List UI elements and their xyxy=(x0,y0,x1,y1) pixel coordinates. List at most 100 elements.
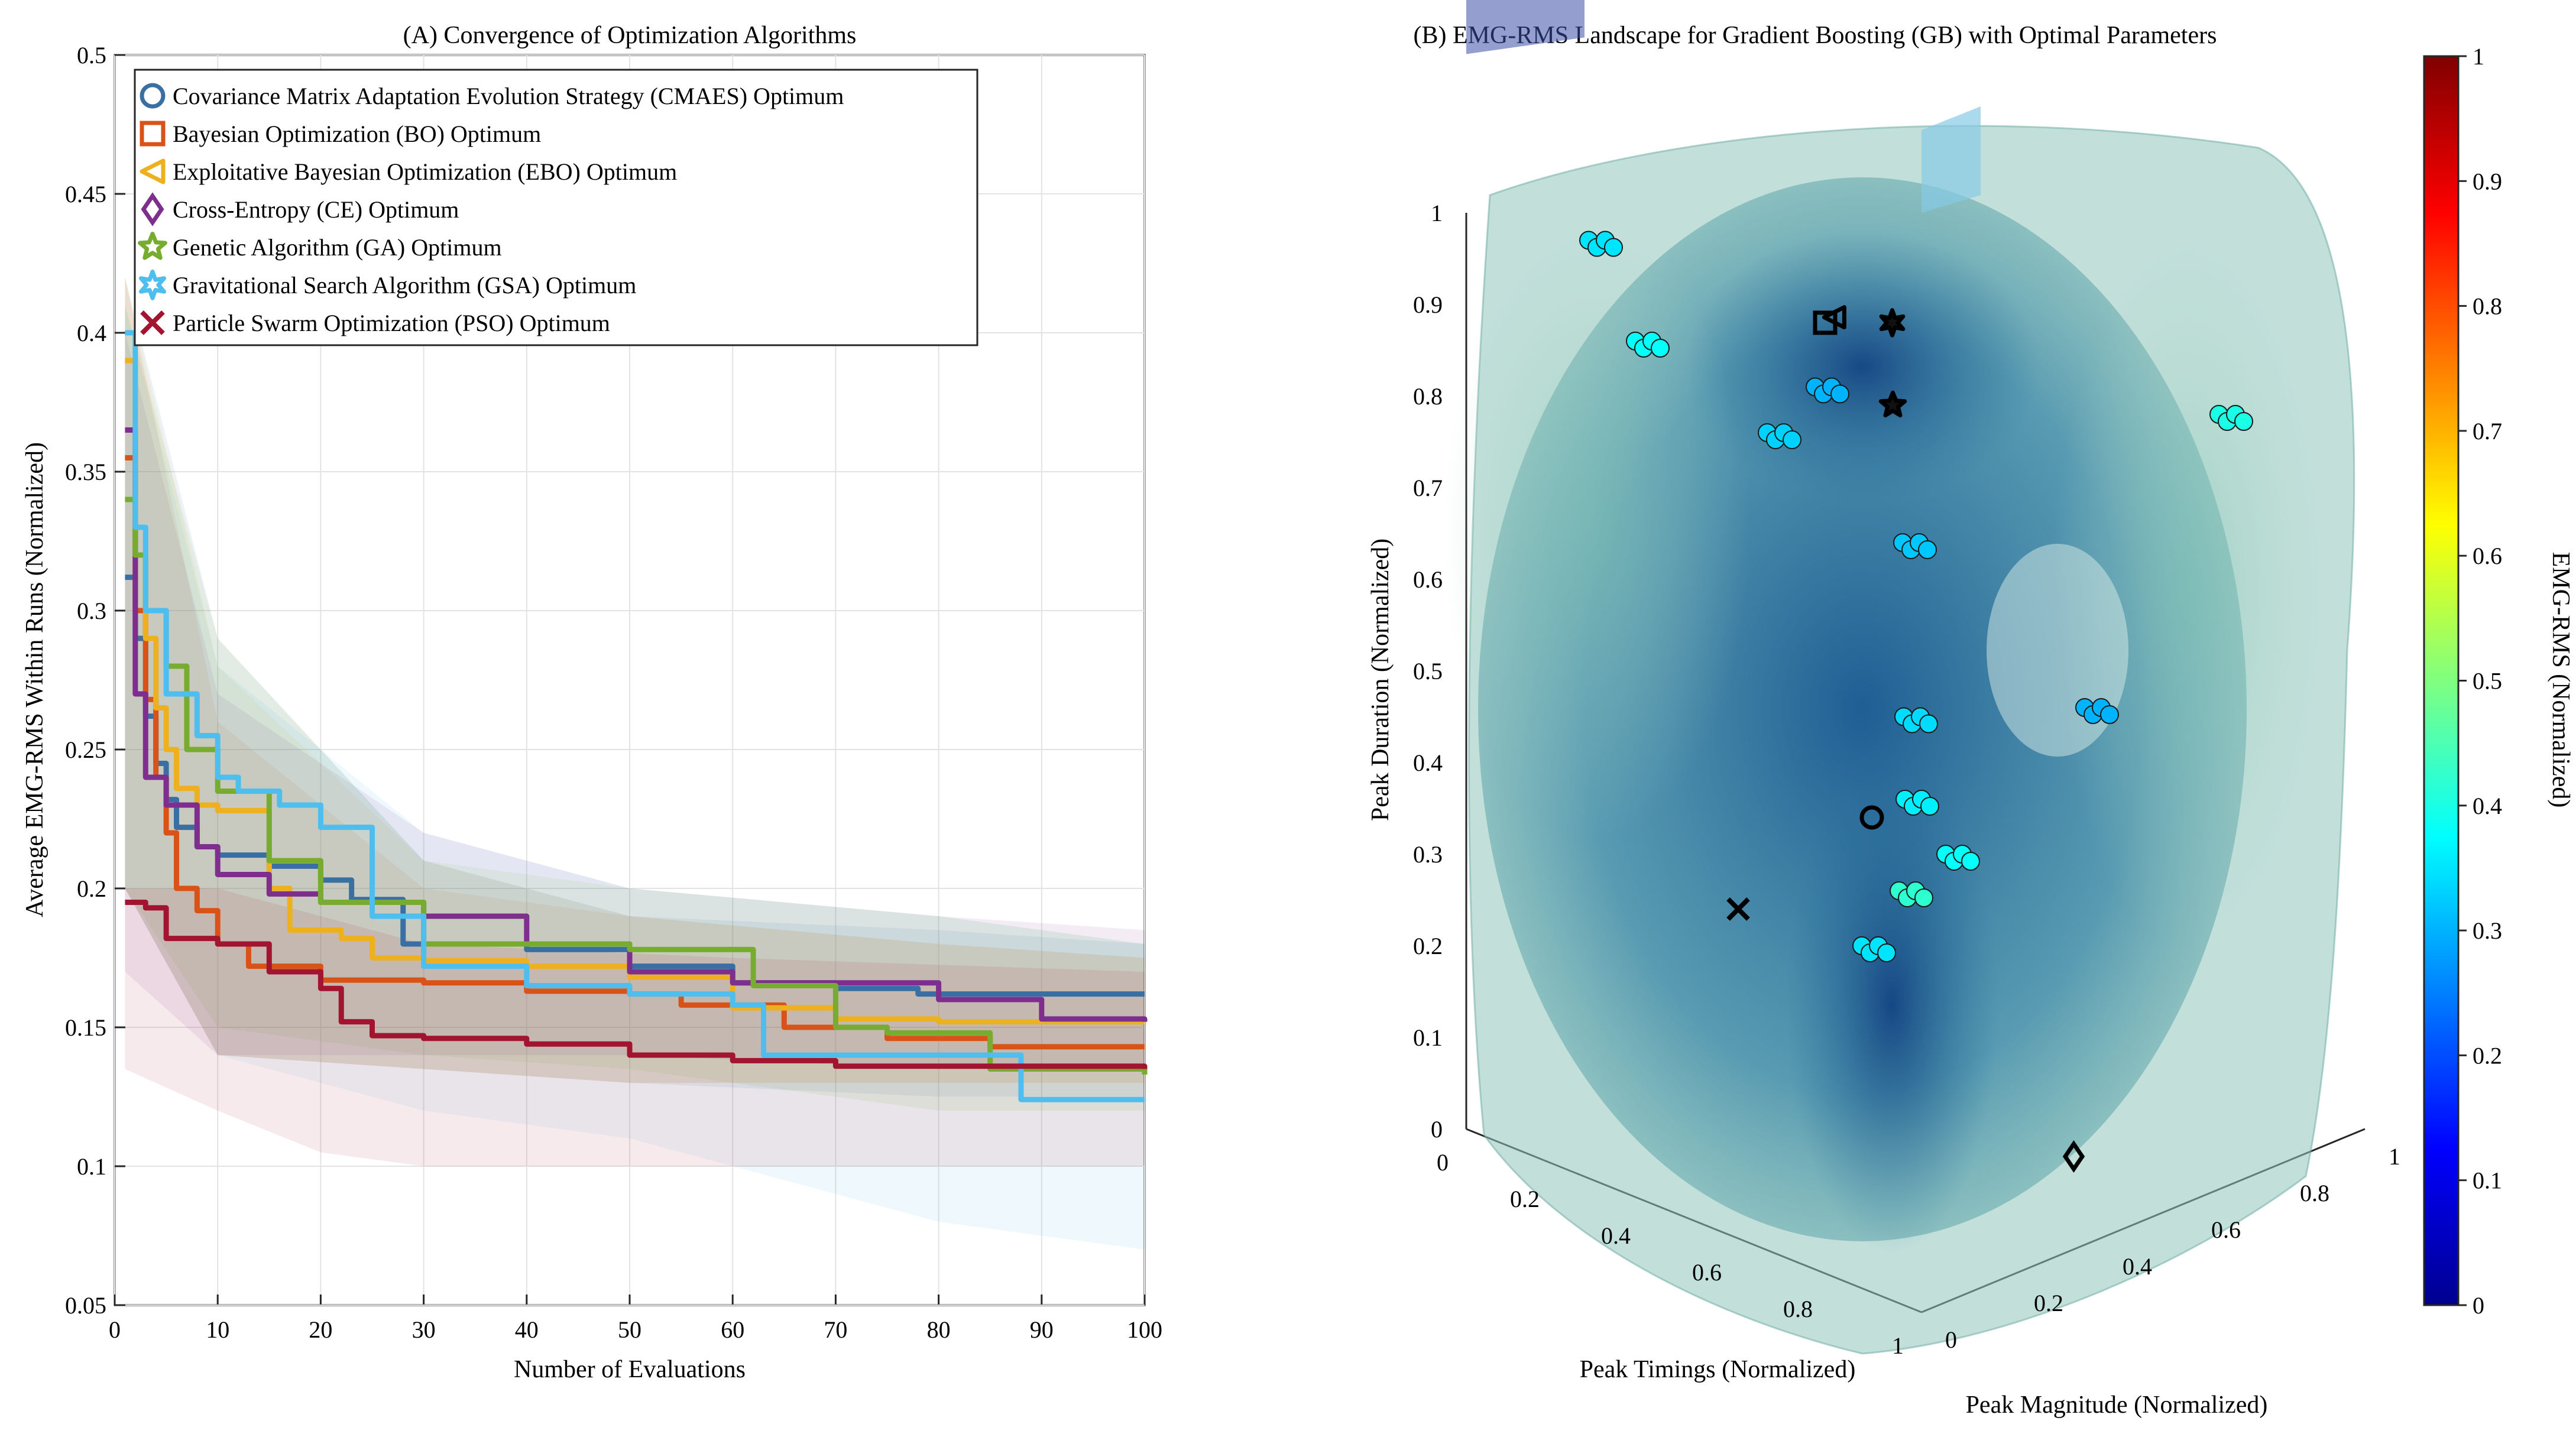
colorbar-tick-label: 0.3 xyxy=(2473,917,2502,944)
colorbar-tick-label: 0.9 xyxy=(2473,168,2502,194)
landscape-block xyxy=(1466,0,1585,54)
chart-a-title: (A) Convergence of Optimization Algorith… xyxy=(403,22,857,49)
z-tick-label: 0.7 xyxy=(1413,475,1443,501)
series-line-1 xyxy=(125,455,1145,1050)
y-tick-label: 0.35 xyxy=(65,459,106,485)
y-tick-label: 0.3 xyxy=(77,598,106,624)
sample-point xyxy=(1783,430,1801,449)
colorbar-tick-label: 0.6 xyxy=(2473,543,2502,569)
chart-a-ylabel: Average EMG-RMS Within Runs (Normalized) xyxy=(21,442,48,917)
landscape-chart: (B) EMG-RMS Landscape for Gradient Boost… xyxy=(1367,0,2574,1419)
y-tick-label-3d: 0.6 xyxy=(2211,1216,2241,1243)
x-tick-label: 30 xyxy=(412,1316,436,1343)
optimum-gsa-marker xyxy=(1879,308,1906,338)
chart-b-xlabel: Peak Timings (Normalized) xyxy=(1580,1356,1856,1383)
legend-label: Covariance Matrix Adaptation Evolution S… xyxy=(173,83,844,109)
sample-point xyxy=(1914,888,1933,907)
legend-marker-star-icon xyxy=(138,232,167,260)
legend-marker-triangle-left-icon xyxy=(140,158,166,184)
chart-a-xlabel: Number of Evaluations xyxy=(514,1356,746,1383)
legend-marker-square-icon xyxy=(140,121,166,147)
series-line-5 xyxy=(125,330,1145,1102)
colorbar-tick-label: 0.4 xyxy=(2473,793,2502,819)
landscape-gap xyxy=(1987,544,2128,757)
landscape-peak xyxy=(1922,106,1981,213)
y-tick-label: 0.25 xyxy=(65,737,106,763)
legend-label: Particle Swarm Optimization (PSO) Optimu… xyxy=(173,310,610,336)
sample-point xyxy=(1918,540,1937,559)
legend-label: Exploitative Bayesian Optimization (EBO)… xyxy=(173,158,677,185)
x-tick-label: 10 xyxy=(206,1316,229,1343)
sample-points xyxy=(1579,231,2253,962)
x-tick-label-3d: 1 xyxy=(1892,1332,1904,1359)
z-tick-label: 0.4 xyxy=(1413,750,1443,776)
x-tick-label-3d: 0.4 xyxy=(1601,1222,1631,1249)
y-tick-label-3d: 1 xyxy=(2389,1143,2400,1170)
x-tick-label-3d: 0.2 xyxy=(1510,1186,1540,1212)
x-tick-label: 100 xyxy=(1127,1316,1162,1343)
y-tick-label: 0.5 xyxy=(77,42,106,69)
confidence-band xyxy=(125,305,1145,1250)
optimum-cmaes-marker xyxy=(1859,805,1884,830)
confidence-band xyxy=(125,333,1145,1069)
colorbar-tick-label: 0.5 xyxy=(2473,668,2502,695)
y-tick-label: 0.05 xyxy=(65,1292,106,1319)
x-tick-label: 60 xyxy=(721,1316,744,1343)
y-tick-label-3d: 0.2 xyxy=(2034,1290,2063,1316)
legend-marker-hexagram-icon xyxy=(139,270,166,300)
legend-label: Bayesian Optimization (BO) Optimum xyxy=(173,121,541,147)
y-tick-label-3d: 0.4 xyxy=(2123,1253,2152,1280)
confidence-band xyxy=(125,277,1145,1083)
sample-point xyxy=(1920,797,1939,816)
colorbar-gradient xyxy=(2423,55,2460,1306)
sample-point xyxy=(1830,384,1849,404)
x-tick-label: 70 xyxy=(824,1316,847,1343)
x-tick-label-3d: 0.6 xyxy=(1692,1259,1722,1286)
tick-labels-a: 0 10 20 30 40 50 60 70 80 90 100 0.05 0.1 0.15 0.2 0.25… xyxy=(65,42,1162,1343)
landscape-high-region-left xyxy=(1443,225,1750,839)
y-tick-label: 0.45 xyxy=(65,181,106,207)
colorbar-label: EMG-RMS (Normalized) xyxy=(2547,552,2574,808)
z-tick-label: 0.5 xyxy=(1413,658,1443,684)
z-tick-label: 0.3 xyxy=(1413,841,1443,868)
optima-markers xyxy=(1726,305,2085,1173)
z-tick-label: 0.6 xyxy=(1413,566,1443,593)
legend-marker-circle-icon xyxy=(140,83,166,109)
series-line-6 xyxy=(125,900,1148,1069)
y-tick-label: 0.1 xyxy=(77,1153,106,1180)
landscape-low-region-bottom xyxy=(1786,757,1998,1253)
chart-b-zlabel: Peak Duration (Normalized) xyxy=(1367,538,1394,821)
convergence-chart: 0 10 20 30 40 50 60 70 80 90 100 0.05 0.1 0.15 0.2 0.25… xyxy=(21,22,1162,1383)
x-tick-label: 80 xyxy=(927,1316,951,1343)
sample-point xyxy=(2100,705,2119,724)
legend: Covariance Matrix Adaptation Evolution S… xyxy=(134,69,978,346)
landscape-high-region-right xyxy=(2052,236,2324,946)
x-tick-label: 0 xyxy=(109,1316,121,1343)
legend-label: Gravitational Search Algorithm (GSA) Opt… xyxy=(173,272,636,299)
sample-point xyxy=(1877,943,1896,962)
colorbar-tick-label: 1 xyxy=(2473,43,2484,70)
z-tick-label: 0 xyxy=(1431,1116,1443,1143)
confidence-band xyxy=(125,277,1145,1097)
y-tick-label-3d: 0.8 xyxy=(2300,1180,2329,1206)
z-tick-label: 0.1 xyxy=(1413,1024,1443,1051)
x-tick-label: 50 xyxy=(618,1316,641,1343)
colorbar-tick-label: 0.2 xyxy=(2473,1042,2502,1069)
x-tick-label: 20 xyxy=(309,1316,332,1343)
legend-label: Genetic Algorithm (GA) Optimum xyxy=(173,234,502,261)
y-tick-label: 0.2 xyxy=(77,875,106,902)
y-tick-label: 0.15 xyxy=(65,1014,106,1041)
z-tick-label: 0.8 xyxy=(1413,383,1443,410)
z-tick-label: 0.9 xyxy=(1413,291,1443,318)
legend-marker-cross-icon xyxy=(140,310,165,335)
y-tick-label: 0.4 xyxy=(77,320,106,346)
sample-point xyxy=(1604,238,1623,257)
x-tick-label-3d: 0 xyxy=(1437,1149,1449,1176)
sample-point xyxy=(2234,412,2253,431)
colorbar-tick-label: 0.8 xyxy=(2473,293,2502,320)
z-tick-label: 0.2 xyxy=(1413,933,1443,959)
x-tick-label-3d: 0.8 xyxy=(1783,1296,1813,1322)
optimum-ebo-marker xyxy=(1822,305,1846,330)
y-tick-label-3d: 0 xyxy=(1945,1326,1957,1353)
